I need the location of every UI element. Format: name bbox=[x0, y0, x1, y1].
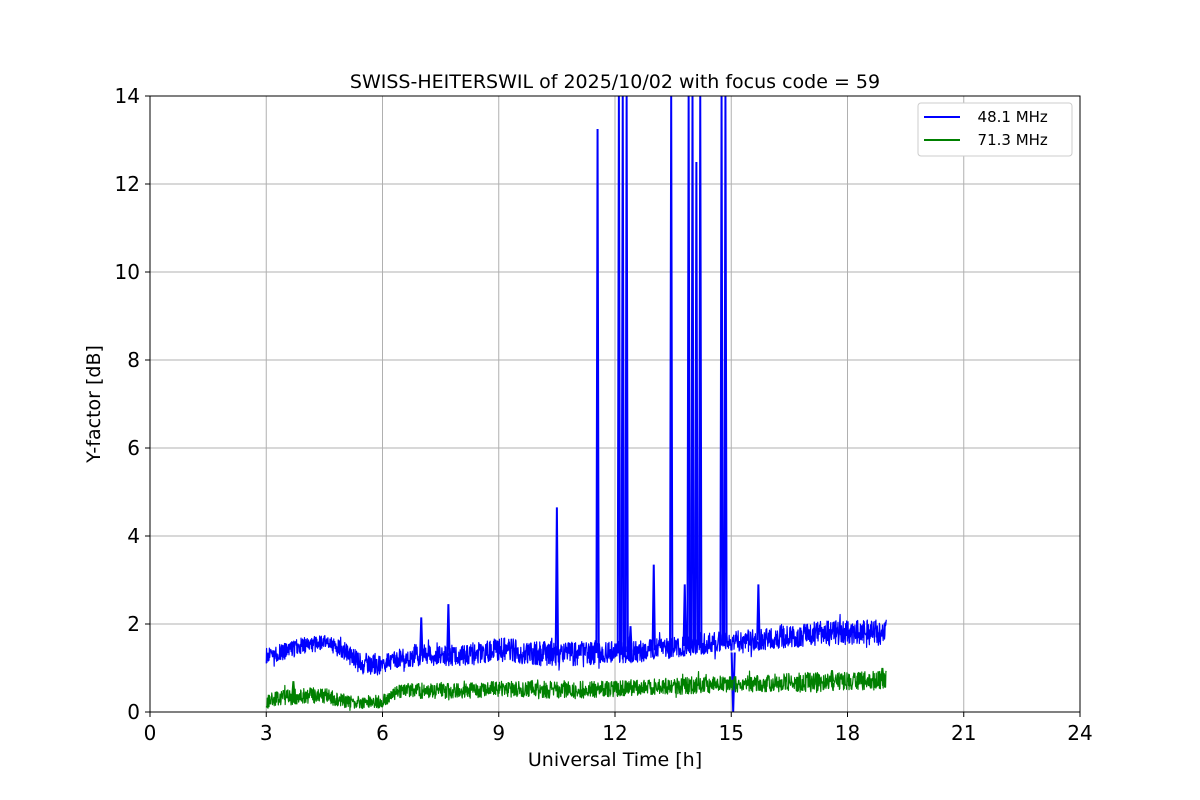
y-tick-label: 6 bbox=[127, 436, 140, 460]
series-line-71-3-mhz bbox=[265, 670, 887, 711]
dip-48-1-mhz bbox=[730, 652, 736, 712]
spike-48-1-mhz bbox=[694, 161, 699, 645]
spike-48-1-mhz bbox=[690, 96, 695, 645]
x-tick-label: 21 bbox=[951, 721, 976, 745]
x-tick-label: 12 bbox=[602, 721, 627, 745]
y-tick-label: 4 bbox=[127, 524, 140, 548]
spike-48-1-mhz bbox=[686, 96, 691, 646]
spike-48-1-mhz bbox=[651, 564, 656, 651]
spike-48-1-mhz bbox=[669, 96, 674, 648]
x-axis-label: Universal Time [h] bbox=[528, 749, 702, 771]
spike-48-1-mhz bbox=[624, 96, 629, 652]
y-tick-label: 2 bbox=[127, 612, 140, 636]
x-tick-label: 24 bbox=[1067, 721, 1092, 745]
series-layer bbox=[265, 96, 887, 712]
y-tick-label: 10 bbox=[115, 260, 140, 284]
spike-48-1-mhz bbox=[446, 604, 451, 656]
y-axis-label: Y-factor [dB] bbox=[83, 345, 105, 464]
spike-48-1-mhz bbox=[554, 507, 560, 654]
spike-48-1-mhz bbox=[419, 617, 424, 656]
spike-48-1-mhz bbox=[595, 128, 600, 654]
legend-label-71mhz: 71.3 MHz bbox=[968, 131, 1048, 149]
spike-48-1-mhz bbox=[756, 584, 761, 641]
spike-48-1-mhz bbox=[628, 626, 633, 652]
y-tick-label: 14 bbox=[115, 84, 140, 108]
x-tick-label: 15 bbox=[719, 721, 744, 745]
x-tick-label: 18 bbox=[835, 721, 860, 745]
x-tick-label: 0 bbox=[144, 721, 157, 745]
x-tick-label: 9 bbox=[492, 721, 505, 745]
y-tick-label: 12 bbox=[115, 172, 140, 196]
legend-label-48mhz: 48.1 MHz bbox=[968, 108, 1048, 126]
spike-71-3-mhz bbox=[291, 681, 296, 697]
series-line-48-1-mhz bbox=[265, 613, 887, 676]
spike-48-1-mhz bbox=[719, 96, 724, 643]
spike-71-3-mhz bbox=[829, 670, 835, 682]
spike-48-1-mhz bbox=[616, 96, 622, 653]
y-tick-label: 8 bbox=[127, 348, 140, 372]
x-tick-label: 6 bbox=[376, 721, 389, 745]
spike-71-3-mhz bbox=[880, 667, 885, 681]
spike-48-1-mhz bbox=[723, 96, 728, 643]
legend: 48.1 MHz 71.3 MHz bbox=[917, 102, 1073, 157]
spike-48-1-mhz bbox=[682, 584, 687, 647]
x-tick-label: 3 bbox=[260, 721, 273, 745]
y-tick-label: 0 bbox=[127, 700, 140, 724]
spike-48-1-mhz bbox=[698, 96, 703, 645]
spike-48-1-mhz bbox=[620, 96, 625, 653]
chart-title: SWISS-HEITERSWIL of 2025/10/02 with focu… bbox=[350, 71, 880, 93]
